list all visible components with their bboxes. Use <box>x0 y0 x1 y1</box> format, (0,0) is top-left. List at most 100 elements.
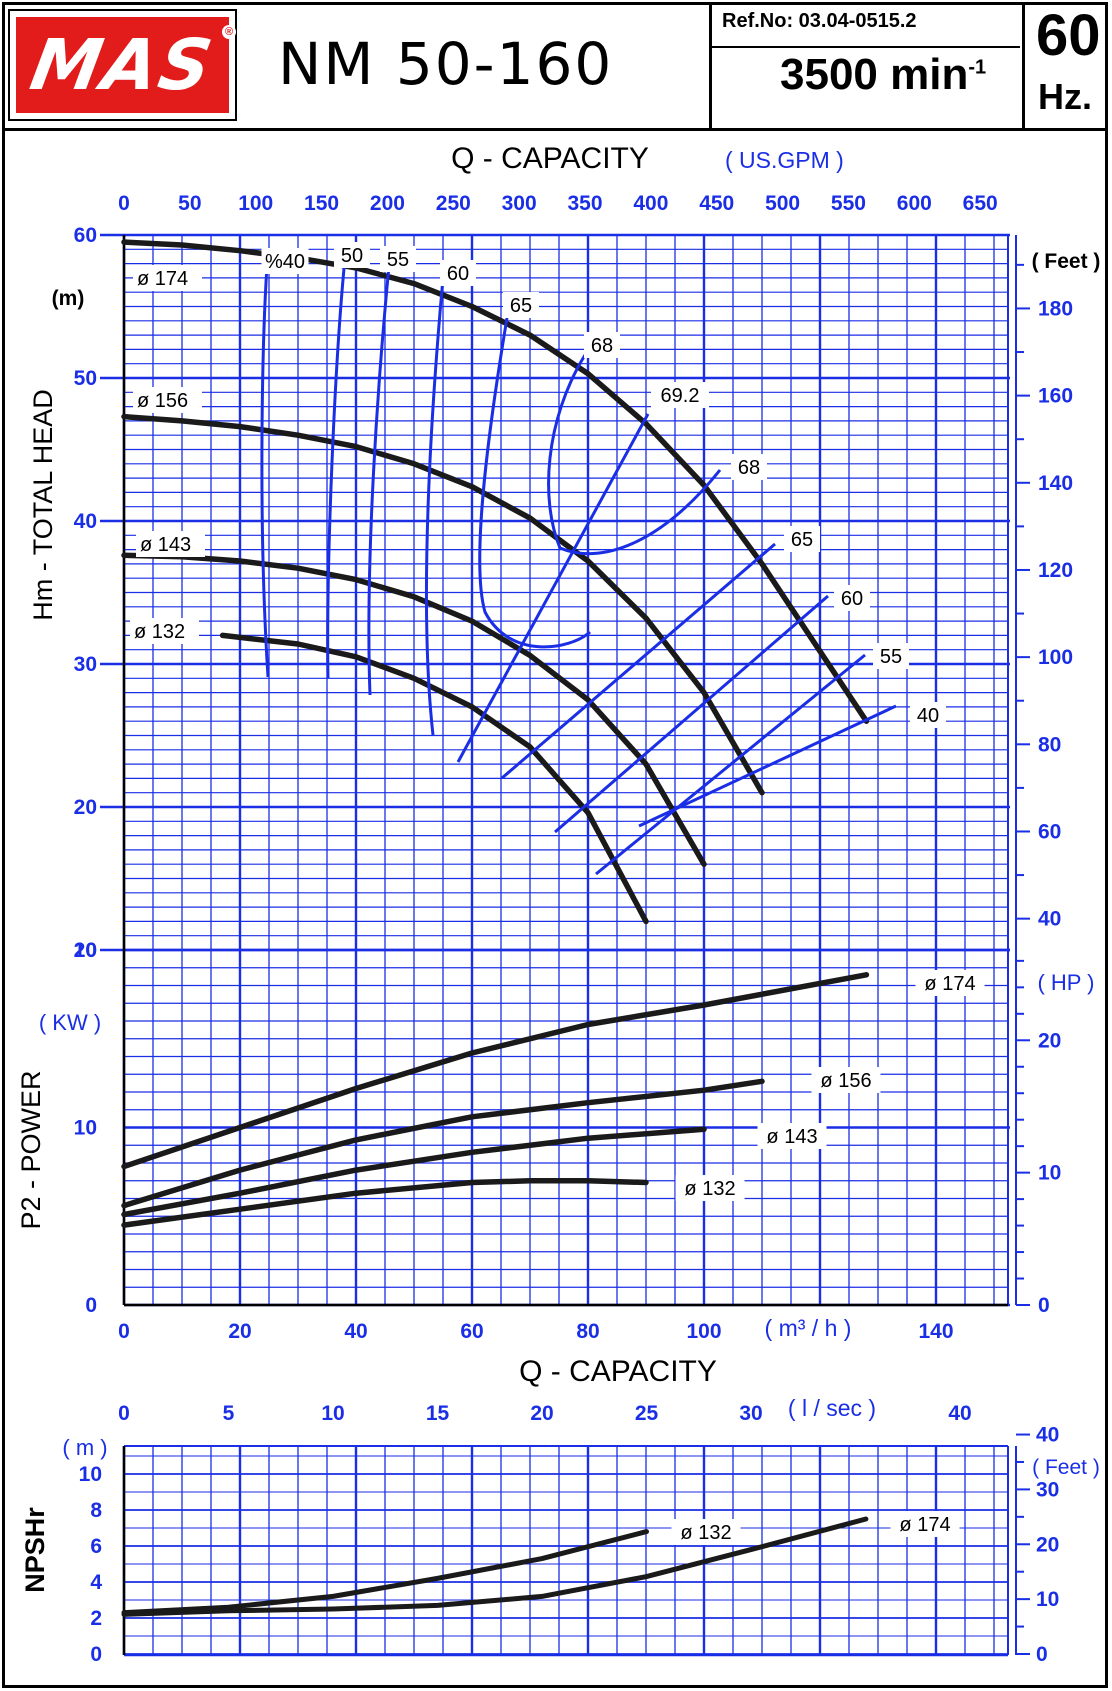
gpm-tick-label: 550 <box>831 192 866 215</box>
efficiency-curve-10 <box>638 704 897 828</box>
power-label-156: ø 156 <box>820 1070 871 1092</box>
head-curve-0 <box>121 239 870 724</box>
power-curve-3 <box>121 1178 649 1228</box>
efficiency-label-bg <box>834 585 870 611</box>
header-divider-right <box>1022 2 1025 130</box>
gpm-tick-label: 500 <box>765 192 800 215</box>
head-tick-label: 10 <box>74 939 97 962</box>
model-title: NM 50-160 <box>278 30 614 98</box>
head-curve-2 <box>121 552 707 867</box>
feet-tick-label: 140 <box>1038 472 1073 495</box>
power-label-132-bg <box>675 1175 745 1201</box>
efficiency-label: 55 <box>880 646 902 668</box>
npsh-feet-tick-label: 30 <box>1036 1478 1059 1501</box>
feet-unit-label: ( Feet ) <box>1032 250 1101 273</box>
power-label-143: ø 143 <box>766 1126 817 1148</box>
m3h-tick-label: 60 <box>460 1320 483 1343</box>
frequency-value: 60 <box>1036 3 1101 68</box>
efficiency-label-bg <box>731 454 767 480</box>
gpm-tick-label: 0 <box>118 192 130 215</box>
lsec-tick-label: 5 <box>223 1402 235 1425</box>
power-label-143-bg <box>757 1123 827 1149</box>
speed-value: 3500 min <box>780 50 969 99</box>
gpm-tick-label: 200 <box>370 192 405 215</box>
efficiency-label: 68 <box>591 335 613 357</box>
gpm-tick-label: 250 <box>436 192 471 215</box>
kw-tick-label: 0 <box>85 1294 97 1317</box>
npsh-tick-label: 2 <box>90 1607 102 1630</box>
logo-badge: MAS <box>16 17 229 113</box>
m3h-tick-label: 140 <box>918 1320 953 1343</box>
head-tick-label: 40 <box>74 510 97 533</box>
efficiency-label: 65 <box>510 295 532 317</box>
lsec-tick-label: 30 <box>739 1402 762 1425</box>
npsh-feet-unit-label: ( Feet ) <box>1032 1456 1100 1479</box>
feet-tick-label: 120 <box>1038 559 1073 582</box>
gpm-tick-label: 650 <box>963 192 998 215</box>
efficiency-curve-5 <box>547 354 722 556</box>
head-tick-label: 50 <box>74 367 97 390</box>
power-curve-1 <box>121 1078 765 1209</box>
npsh-feet-tick-label: 0 <box>1036 1643 1048 1666</box>
feet-tick-label: 80 <box>1038 733 1061 756</box>
feet-tick-label: 180 <box>1038 297 1073 320</box>
npsh-tick-label: 8 <box>90 1499 102 1522</box>
head-label-156: ø 156 <box>137 390 188 412</box>
m3h-tick-label: 100 <box>686 1320 721 1343</box>
power-axis-title: P2 - POWER <box>16 1070 46 1229</box>
npsh-tick-label: 0 <box>90 1643 102 1666</box>
power-label-174: ø 174 <box>924 973 975 995</box>
frequency-unit: Hz. <box>1038 76 1092 117</box>
efficiency-curve-8 <box>554 594 829 834</box>
efficiency-label-bg <box>873 643 909 669</box>
npsh-m-unit-label: ( m ) <box>62 1435 107 1460</box>
hp-tick-label: 20 <box>1038 1029 1061 1052</box>
head-tick-label: 20 <box>74 796 97 819</box>
x-axis-title-top: Q - CAPACITY <box>451 142 649 175</box>
m-unit-label: (m) <box>52 287 85 310</box>
brand-logo: MAS ® <box>8 9 237 121</box>
efficiency-curve-1 <box>326 257 347 679</box>
gpm-tick-label: 150 <box>304 192 339 215</box>
head-label-132: ø 132 <box>134 621 185 643</box>
efficiency-label-bg <box>261 248 309 274</box>
lsec-unit-label: ( l / sec ) <box>788 1395 876 1421</box>
gpm-tick-label: 300 <box>502 192 537 215</box>
reference-number: Ref.No: 03.04-0515.2 <box>722 10 917 32</box>
lsec-tick-label: 25 <box>635 1402 659 1425</box>
head-tick-label: 30 <box>74 653 97 676</box>
npsh-axis-title: NPSHr <box>20 1507 50 1593</box>
registered-mark: ® <box>222 25 236 39</box>
efficiency-label-bg <box>380 246 416 272</box>
head-label-132-bg <box>130 618 199 644</box>
gpm-tick-label: 450 <box>699 192 734 215</box>
power-label-132: ø 132 <box>684 1178 735 1200</box>
efficiency-curve-6 <box>456 413 650 763</box>
efficiency-curve-9 <box>595 653 866 876</box>
efficiency-curve-0 <box>260 251 270 678</box>
efficiency-label: 50 <box>341 245 363 267</box>
power-curve-0 <box>121 972 870 1170</box>
power-label-156-bg <box>811 1067 881 1093</box>
power-curve-2 <box>121 1126 707 1218</box>
gpm-unit-label: ( US.GPM ) <box>725 147 844 173</box>
hp-tick-label: 10 <box>1038 1162 1061 1185</box>
head-axis-title: Hm - TOTAL HEAD <box>28 389 58 621</box>
feet-tick-label: 160 <box>1038 385 1073 408</box>
lsec-tick-label: 10 <box>321 1402 344 1425</box>
gpm-tick-label: 600 <box>897 192 932 215</box>
npsh-tick-label: 10 <box>79 1463 102 1486</box>
head-curve-1 <box>121 413 765 796</box>
grid-layer <box>100 233 1030 1657</box>
m3h-tick-label: 0 <box>118 1320 130 1343</box>
npsh-label-132: ø 132 <box>680 1522 731 1544</box>
head-label-174-bg <box>133 265 202 291</box>
curves-layer <box>121 239 897 1617</box>
reference-underline <box>712 46 1020 48</box>
npsh-feet-tick-label: 40 <box>1036 1424 1059 1447</box>
efficiency-label: 60 <box>841 588 863 610</box>
header-divider <box>2 128 1108 131</box>
feet-tick-label: 60 <box>1038 820 1061 843</box>
x-axis-title-mid: Q - CAPACITY <box>519 1355 717 1388</box>
